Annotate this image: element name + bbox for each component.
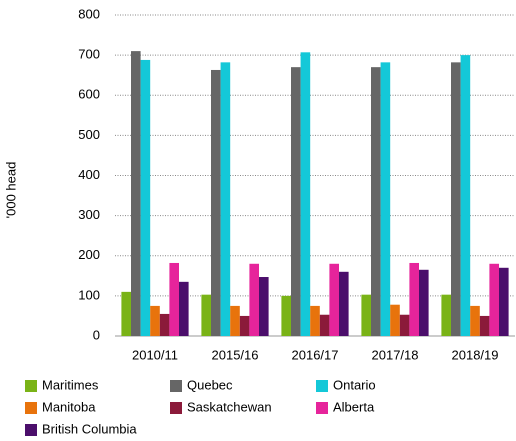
bar <box>339 271 349 336</box>
x-tick-label: 2010/11 <box>132 347 178 362</box>
bar <box>380 62 391 336</box>
bar <box>291 67 301 336</box>
y-tick-label: 600 <box>78 87 100 102</box>
bar <box>489 263 499 336</box>
bar <box>390 304 400 336</box>
legend-swatch <box>316 402 328 414</box>
bar <box>239 315 250 336</box>
bar <box>201 294 211 336</box>
bar <box>281 295 291 336</box>
bar <box>361 294 371 336</box>
bar <box>460 55 471 336</box>
bar <box>329 263 339 336</box>
bar <box>159 313 170 336</box>
legend-label: Maritimes <box>42 377 99 392</box>
x-tick-label: 2018/19 <box>452 347 499 362</box>
y-tick-label: 100 <box>78 287 100 302</box>
y-tick-label: 800 <box>78 6 100 21</box>
bar <box>499 267 509 336</box>
y-tick-label: 300 <box>78 207 100 222</box>
legend-label: Manitoba <box>42 399 96 414</box>
bar <box>150 305 160 336</box>
y-axis-label: '000 head <box>3 162 18 219</box>
legend-label: Quebec <box>187 377 233 392</box>
bar <box>409 262 419 336</box>
bar <box>451 62 461 336</box>
y-tick-label: 500 <box>78 127 100 142</box>
bar <box>140 59 151 336</box>
y-tick-label: 700 <box>78 47 100 62</box>
legend-swatch <box>170 380 182 392</box>
legend-swatch <box>316 380 328 392</box>
legend-label: British Columbia <box>42 421 137 436</box>
bar <box>371 67 381 336</box>
bar <box>179 281 189 336</box>
y-tick-label: 0 <box>93 327 100 342</box>
y-tick-label: 200 <box>78 247 100 262</box>
bar <box>479 315 490 336</box>
x-tick-label: 2017/18 <box>372 347 419 362</box>
bar <box>419 269 429 336</box>
bar <box>131 51 141 337</box>
x-tick-label: 2016/17 <box>292 347 339 362</box>
legend-swatch <box>25 380 37 392</box>
bar <box>300 52 311 336</box>
bar <box>470 305 480 336</box>
y-tick-label: 400 <box>78 167 100 182</box>
bar <box>259 277 269 336</box>
bar <box>441 294 451 336</box>
legend-label: Ontario <box>333 377 376 392</box>
bar <box>169 262 179 336</box>
bar <box>220 62 231 336</box>
x-tick-label: 2015/16 <box>212 347 259 362</box>
bar <box>121 291 131 336</box>
bar <box>230 305 240 336</box>
bar <box>211 69 221 336</box>
legend-swatch <box>25 402 37 414</box>
bar <box>399 314 410 336</box>
legend-label: Saskatchewan <box>187 399 272 414</box>
legend-swatch <box>25 424 37 436</box>
bar <box>249 263 259 336</box>
legend-swatch <box>170 402 182 414</box>
legend-label: Alberta <box>333 399 375 414</box>
bar <box>319 314 330 336</box>
bar <box>310 305 320 336</box>
